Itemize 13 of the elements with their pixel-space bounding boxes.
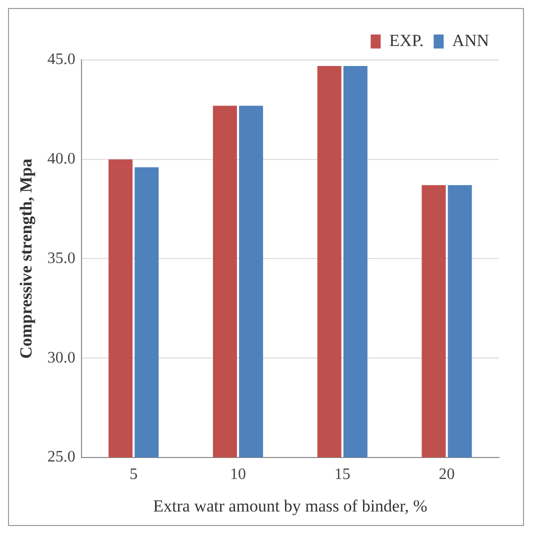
y-tick-label: 35.0 xyxy=(47,250,76,267)
x-tick-label: 20 xyxy=(438,466,455,484)
y-tick-label: 25.0 xyxy=(47,448,76,466)
y-tick-label: 30.0 xyxy=(47,349,76,366)
legend-label: EXP. xyxy=(389,30,424,50)
y-axis-title: Compressive strength, Mpa xyxy=(16,158,36,359)
x-tick-label: 5 xyxy=(130,466,138,484)
y-tick-label: 45.0 xyxy=(47,51,76,68)
x-axis-title: Extra watr amount by mass of binder, % xyxy=(153,496,428,516)
y-tick-label: 40.0 xyxy=(47,150,76,168)
x-tick-label: 15 xyxy=(334,466,350,484)
x-tick-label: 10 xyxy=(230,466,246,484)
legend-label: ANN xyxy=(452,30,490,50)
